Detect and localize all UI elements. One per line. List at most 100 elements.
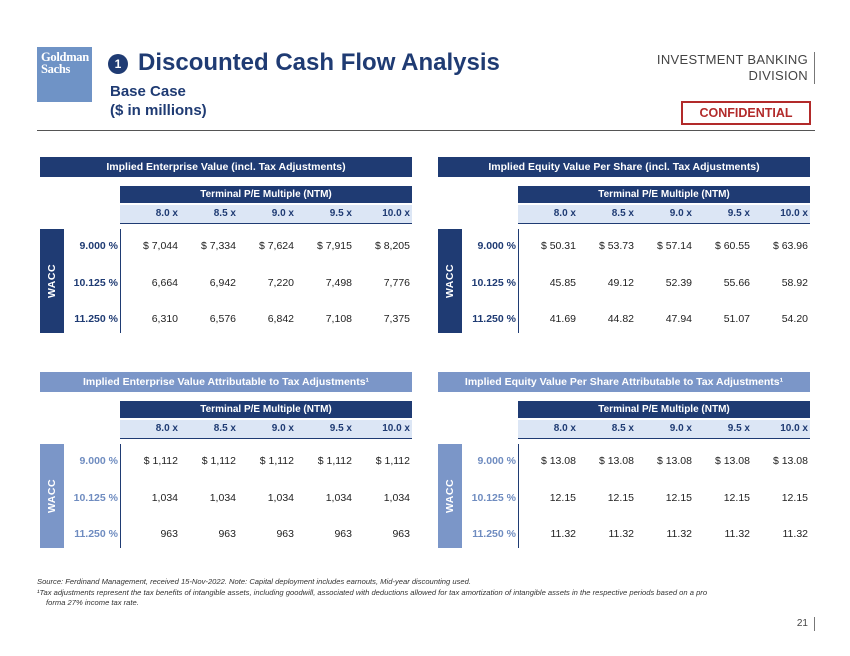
table-cell: $ 7,044 xyxy=(142,240,178,252)
table-cell: 11.32 xyxy=(782,528,809,540)
wacc-row-label: 11.250 % xyxy=(472,528,516,540)
terminal-multiple-label: Terminal P/E Multiple (NTM) xyxy=(518,401,810,418)
table-cell: 6,942 xyxy=(209,277,236,289)
table-cell: 963 xyxy=(160,528,178,540)
division-line-1: INVESTMENT BANKING xyxy=(656,52,808,67)
table-cell: 963 xyxy=(218,528,236,540)
wacc-row-label: 10.125 % xyxy=(73,277,118,289)
subtitle-units: ($ in millions) xyxy=(110,102,207,119)
table-cell: $ 1,112 xyxy=(375,455,410,467)
wacc-row-label: 10.125 % xyxy=(73,492,118,504)
table-cell: 12.15 xyxy=(723,492,750,504)
wacc-row-label: 11.250 % xyxy=(74,528,118,540)
multiple-column-header: 9.5 x xyxy=(727,208,750,219)
logo-line-2: Sachs xyxy=(41,62,71,76)
table-cell: 51.07 xyxy=(723,313,750,325)
panel-equity-per-share-tax-adjustments: Implied Equity Value Per Share Attributa… xyxy=(438,372,810,548)
table-cell: $ 13.08 xyxy=(714,455,750,467)
table-cell: 12.15 xyxy=(781,492,808,504)
panel-enterprise-value: Implied Enterprise Value (incl. Tax Adju… xyxy=(40,157,412,333)
division-line-2: DIVISION xyxy=(748,68,808,83)
footnote-1-continued: forma 27% income tax rate. xyxy=(46,598,139,607)
table-cell: 7,108 xyxy=(325,313,352,325)
table-cell: 45.85 xyxy=(549,277,576,289)
multiple-column-header: 8.5 x xyxy=(213,208,236,219)
wacc-axis-label: WACC xyxy=(438,229,462,333)
table-cell: 55.66 xyxy=(723,277,750,289)
multiple-header-row: 8.0 x 8.5 x 9.0 x 9.5 x 10.0 x xyxy=(518,205,810,224)
table-cell: $ 60.55 xyxy=(714,240,750,252)
table-cell: 963 xyxy=(392,528,410,540)
multiple-column-header: 9.5 x xyxy=(329,423,352,434)
wacc-row-label: 10.125 % xyxy=(471,492,516,504)
multiple-column-header: 9.5 x xyxy=(727,423,750,434)
multiple-column-header: 8.0 x xyxy=(553,423,576,434)
table-cell: 52.39 xyxy=(665,277,692,289)
multiple-column-header: 9.5 x xyxy=(329,208,352,219)
multiple-column-header: 8.0 x xyxy=(155,423,178,434)
multiple-column-header: 9.0 x xyxy=(669,208,692,219)
table-cell: 6,576 xyxy=(209,313,236,325)
multiple-header-row: 8.0 x 8.5 x 9.0 x 9.5 x 10.0 x xyxy=(120,205,412,224)
goldman-sachs-logo: Goldman Sachs xyxy=(37,47,92,102)
page-subtitle: Base Case ($ in millions) xyxy=(110,82,207,120)
wacc-row-label: 9.000 % xyxy=(79,240,118,252)
table-cell: 7,220 xyxy=(267,277,294,289)
table-cell: 44.82 xyxy=(607,313,634,325)
table-cell: $ 13.08 xyxy=(540,455,576,467)
table-cell: $ 53.73 xyxy=(598,240,634,252)
table-cell: 58.92 xyxy=(781,277,808,289)
table-cell: 1,034 xyxy=(267,492,294,504)
table-cell: 12.15 xyxy=(665,492,692,504)
table-cell: $ 8,205 xyxy=(374,240,410,252)
confidential-badge: CONFIDENTIAL xyxy=(681,101,811,125)
table-cell: $ 63.96 xyxy=(772,240,808,252)
wacc-row-label: 11.250 % xyxy=(74,313,118,325)
multiple-column-header: 9.0 x xyxy=(669,423,692,434)
table-left-rule xyxy=(518,229,519,333)
table-cell: 963 xyxy=(334,528,352,540)
wacc-label-text: WACC xyxy=(46,478,58,514)
table-cell: 7,498 xyxy=(325,277,352,289)
header-divider xyxy=(37,130,815,131)
table-cell: 47.94 xyxy=(665,313,692,325)
wacc-label-text: WACC xyxy=(444,263,456,299)
division-label: INVESTMENT BANKING DIVISION xyxy=(657,52,815,84)
table-cell: $ 1,112 xyxy=(259,455,294,467)
wacc-label-text: WACC xyxy=(46,263,58,299)
table-cell: 49.12 xyxy=(607,277,634,289)
multiple-column-header: 10.0 x xyxy=(780,208,808,219)
table-cell: $ 1,112 xyxy=(143,455,178,467)
multiple-column-header: 9.0 x xyxy=(271,208,294,219)
panel-equity-value-per-share: Implied Equity Value Per Share (incl. Ta… xyxy=(438,157,810,333)
terminal-multiple-label: Terminal P/E Multiple (NTM) xyxy=(120,401,412,418)
subtitle-case: Base Case xyxy=(110,83,186,100)
wacc-axis-label: WACC xyxy=(40,444,64,548)
wacc-row-label: 9.000 % xyxy=(477,455,516,467)
table-left-rule xyxy=(120,229,121,333)
table-cell: $ 50.31 xyxy=(540,240,576,252)
wacc-row-label: 10.125 % xyxy=(471,277,516,289)
wacc-row-label: 11.250 % xyxy=(472,313,516,325)
multiple-header-row: 8.0 x 8.5 x 9.0 x 9.5 x 10.0 x xyxy=(120,420,412,439)
footnote-1: ¹Tax adjustments represent the tax benef… xyxy=(37,588,708,597)
panel-title: Implied Equity Value Per Share Attributa… xyxy=(438,372,810,392)
wacc-axis-label: WACC xyxy=(438,444,462,548)
table-cell: $ 7,334 xyxy=(200,240,236,252)
wacc-row-label: 9.000 % xyxy=(477,240,516,252)
table-cell: 7,776 xyxy=(383,277,410,289)
source-note: Source: Ferdinand Management, received 1… xyxy=(37,577,471,586)
table-cell: $ 57.14 xyxy=(656,240,692,252)
table-cell: 12.15 xyxy=(607,492,634,504)
panel-title: Implied Enterprise Value (incl. Tax Adju… xyxy=(40,157,412,177)
multiple-column-header: 8.0 x xyxy=(553,208,576,219)
multiple-column-header: 10.0 x xyxy=(780,423,808,434)
terminal-multiple-label: Terminal P/E Multiple (NTM) xyxy=(518,186,810,203)
table-cell: 12.15 xyxy=(549,492,576,504)
panel-title: Implied Equity Value Per Share (incl. Ta… xyxy=(438,157,810,177)
table-cell: 963 xyxy=(276,528,294,540)
multiple-column-header: 8.5 x xyxy=(213,423,236,434)
table-cell: 11.32 xyxy=(608,528,635,540)
table-left-rule xyxy=(120,444,121,548)
table-cell: $ 1,112 xyxy=(317,455,352,467)
